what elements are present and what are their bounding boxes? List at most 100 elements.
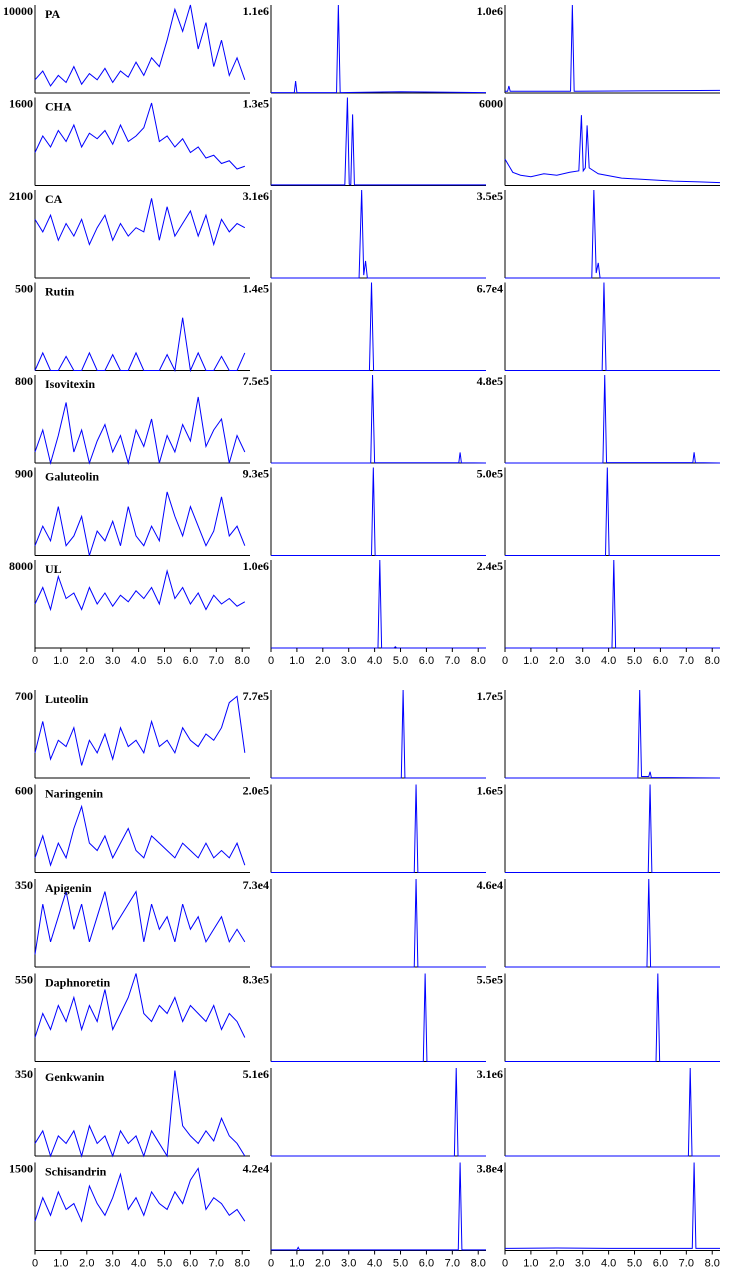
- x-tick-label: 0: [502, 1257, 508, 1268]
- x-tick-label: 0: [268, 655, 274, 667]
- y-max-label: 1.6e5: [477, 783, 503, 797]
- x-tick-label: 1.0: [53, 655, 68, 667]
- x-tick-label: 5.0: [627, 655, 642, 667]
- trace: [505, 973, 720, 1062]
- trace: [34, 1167, 246, 1223]
- x-tick-label: 4.0: [131, 1257, 146, 1268]
- x-tick-label: 0: [268, 1257, 274, 1268]
- trace: [271, 189, 486, 279]
- x-tick-label: 3.0: [575, 1257, 590, 1268]
- y-max-label: 700: [15, 689, 33, 703]
- y-max-label: 600: [15, 783, 33, 797]
- y-max-label: 1.3e5: [243, 96, 269, 110]
- compound-name: Galuteolin: [45, 469, 99, 483]
- x-tick-label: 5.0: [627, 1257, 642, 1268]
- y-max-label: 2.4e5: [477, 559, 503, 573]
- y-max-label: 1.0e6: [477, 4, 503, 18]
- compound-name: Luteolin: [45, 692, 89, 706]
- x-tick-label: 0: [32, 655, 38, 667]
- x-tick-label: 3.0: [341, 655, 356, 667]
- x-tick-label: 1.0: [53, 1257, 68, 1268]
- y-max-label: 1.7e5: [477, 689, 503, 703]
- x-tick-label: 2.0: [315, 655, 330, 667]
- y-max-label: 7.7e5: [243, 689, 269, 703]
- y-max-label: 3.5e5: [477, 189, 503, 203]
- y-max-label: 800: [15, 374, 33, 388]
- x-tick-label: 1.0: [523, 655, 538, 667]
- trace: [34, 491, 246, 556]
- y-max-label: 8000: [9, 559, 33, 573]
- y-max-label: 9.3e5: [243, 466, 269, 480]
- compound-name: Schisandrin: [45, 1164, 107, 1178]
- x-tick-label: 4.0: [601, 1257, 616, 1268]
- trace: [34, 695, 246, 766]
- trace: [505, 1067, 720, 1157]
- trace: [271, 282, 486, 371]
- y-max-label: 350: [15, 1067, 33, 1081]
- trace: [271, 1067, 486, 1157]
- x-tick-label: 8.0: [235, 1257, 250, 1268]
- trace: [505, 784, 720, 873]
- x-tick-label: 6.0: [419, 655, 434, 667]
- y-max-label: 10000: [3, 4, 33, 18]
- y-max-label: 1500: [9, 1161, 33, 1175]
- compound-name: Isovitexin: [45, 377, 95, 391]
- compound-name: PA: [45, 7, 60, 21]
- trace: [34, 317, 246, 373]
- y-max-label: 7.5e5: [243, 374, 269, 388]
- x-tick-label: 2.0: [549, 1257, 564, 1268]
- x-tick-label: 3.0: [105, 655, 120, 667]
- y-max-label: 6000: [479, 96, 503, 110]
- trace: [505, 689, 721, 779]
- trace: [271, 973, 486, 1062]
- y-max-label: 1600: [9, 96, 33, 110]
- y-max-label: 5.1e6: [243, 1067, 269, 1081]
- x-tick-label: 4.0: [367, 1257, 382, 1268]
- y-max-label: 5.5e5: [477, 972, 503, 986]
- trace: [34, 569, 246, 612]
- compound-name: Genkwanin: [45, 1070, 105, 1084]
- trace: [505, 467, 720, 556]
- x-tick-label: 8.0: [705, 1257, 720, 1268]
- trace: [34, 198, 246, 247]
- x-tick-label: 3.0: [575, 655, 590, 667]
- y-max-label: 1.4e5: [243, 281, 269, 295]
- y-max-label: 550: [15, 972, 33, 986]
- x-tick-label: 8.0: [235, 655, 250, 667]
- trace: [271, 559, 486, 649]
- x-tick-label: 6.0: [653, 655, 668, 667]
- trace: [34, 4, 246, 87]
- compound-name: CHA: [45, 99, 72, 113]
- trace: [505, 282, 720, 371]
- x-tick-label: 1.0: [289, 655, 304, 667]
- y-max-label: 8.3e5: [243, 972, 269, 986]
- trace: [271, 784, 486, 873]
- x-tick-label: 7.0: [209, 655, 224, 667]
- x-tick-label: 5.0: [393, 1257, 408, 1268]
- y-max-label: 1.0e6: [243, 559, 269, 573]
- y-max-label: 4.2e4: [243, 1161, 269, 1175]
- x-tick-label: 8.0: [705, 655, 720, 667]
- x-tick-label: 2.0: [79, 1257, 94, 1268]
- x-tick-label: 7.0: [445, 1257, 460, 1268]
- compound-name: Naringenin: [45, 786, 103, 800]
- y-max-label: 900: [15, 466, 33, 480]
- x-tick-label: 6.0: [183, 1257, 198, 1268]
- trace: [271, 689, 486, 779]
- trace: [34, 890, 246, 955]
- y-max-label: 3.8e4: [477, 1161, 503, 1175]
- trace: [271, 1162, 486, 1251]
- x-tick-label: 6.0: [183, 655, 198, 667]
- x-tick-label: 4.0: [601, 655, 616, 667]
- x-tick-label: 2.0: [315, 1257, 330, 1268]
- y-max-label: 3.1e6: [243, 189, 269, 203]
- trace: [271, 878, 486, 968]
- x-tick-label: 8.0: [471, 1257, 486, 1268]
- y-max-label: 6.7e4: [477, 281, 503, 295]
- y-max-label: 350: [15, 878, 33, 892]
- x-tick-label: 0: [32, 1257, 38, 1268]
- x-tick-label: 3.0: [105, 1257, 120, 1268]
- trace: [504, 115, 721, 184]
- x-tick-label: 5.0: [393, 655, 408, 667]
